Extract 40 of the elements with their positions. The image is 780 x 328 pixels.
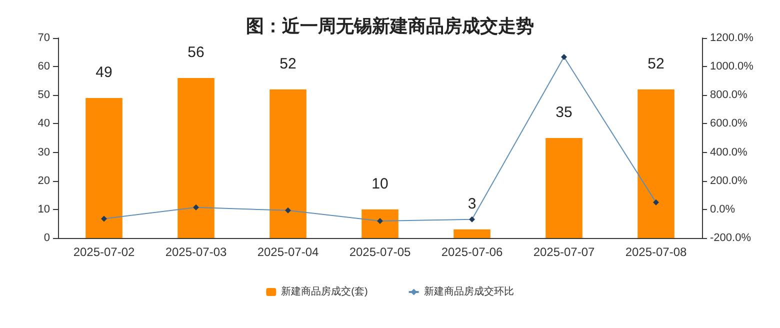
data-label: 49	[96, 64, 112, 81]
x-tick-label: 2025-07-08	[625, 245, 688, 259]
y-tick-label: 10	[38, 203, 50, 216]
y2-tick-label: 1000.0%	[710, 60, 754, 73]
y2-tick-label: 400.0%	[710, 146, 748, 158]
chart-title: 图：近一周无锡新建商品房成交走势	[246, 16, 534, 36]
x-tick-label: 2025-07-05	[349, 245, 412, 259]
y-tick-label: 40	[38, 118, 50, 130]
bar	[178, 78, 214, 238]
bar	[546, 138, 582, 238]
x-tick-label: 2025-07-04	[257, 245, 320, 259]
data-label: 52	[648, 55, 664, 72]
data-label: 3	[468, 195, 476, 212]
y-tick-label: 0	[44, 232, 50, 244]
x-tick-label: 2025-07-07	[533, 245, 596, 259]
y-tick-label: 30	[38, 146, 50, 158]
legend-label: 新建商品房成交环比	[424, 286, 514, 298]
y2-tick-label: 800.0%	[710, 89, 748, 102]
y-tick-label: 50	[38, 89, 50, 102]
data-label: 52	[280, 55, 296, 72]
legend-label: 新建商品房成交(套)	[281, 286, 368, 298]
data-label: 35	[556, 104, 572, 121]
y2-tick-label: -200.0%	[710, 232, 752, 244]
bar	[362, 209, 398, 238]
y-tick-label: 60	[38, 60, 50, 73]
bar	[454, 229, 490, 238]
y-tick-label: 70	[38, 32, 50, 44]
data-label: 10	[372, 175, 388, 192]
x-tick-label: 2025-07-03	[165, 245, 228, 259]
y2-tick-label: 0.0%	[710, 203, 736, 216]
y2-tick-label: 600.0%	[710, 118, 748, 130]
data-label: 56	[188, 44, 204, 61]
bar	[638, 89, 674, 238]
y-tick-label: 20	[38, 174, 50, 187]
bar	[270, 89, 306, 238]
y2-tick-label: 200.0%	[710, 174, 748, 187]
bar	[86, 98, 122, 238]
y2-tick-label: 1200.0%	[710, 32, 754, 44]
x-tick-label: 2025-07-02	[73, 245, 136, 259]
x-tick-label: 2025-07-06	[441, 245, 504, 259]
